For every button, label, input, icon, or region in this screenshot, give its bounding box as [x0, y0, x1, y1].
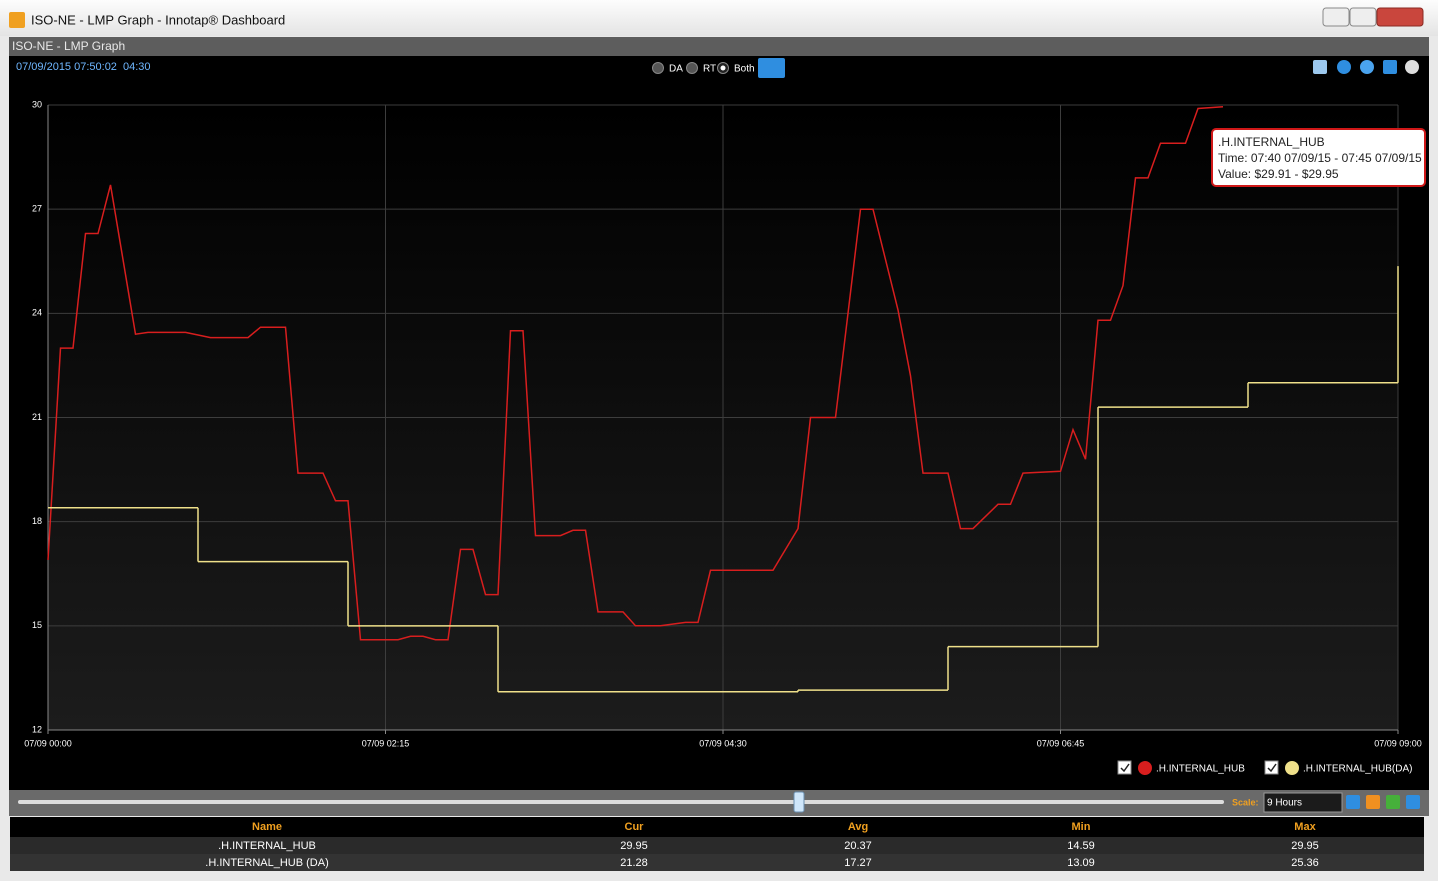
column-header: Max: [1294, 821, 1316, 833]
table-cell: 25.36: [1291, 857, 1319, 869]
icon[interactable]: [1405, 60, 1419, 74]
x-tick-label: 07/09 06:45: [1037, 738, 1085, 748]
y-tick-label: 21: [32, 412, 42, 422]
title-bar: [0, 0, 1438, 36]
tooltip-value: Value: $29.91 - $29.95: [1218, 167, 1339, 181]
column-header: Min: [1072, 821, 1091, 833]
check-mark: [1267, 763, 1277, 773]
slider-track[interactable]: [18, 800, 1224, 804]
app-icon: [9, 12, 25, 28]
table-cell: .H.INTERNAL_HUB (DA): [205, 857, 328, 869]
series-line: [47, 105, 1224, 641]
radio-button[interactable]: [652, 62, 664, 74]
table-cell: 29.95: [620, 840, 648, 852]
table-row: [10, 837, 1424, 854]
radio-dot: [720, 65, 726, 71]
y-tick-label: 15: [32, 620, 42, 630]
icon[interactable]: [1406, 795, 1420, 809]
table-cell: 21.28: [620, 857, 648, 869]
column-header: Cur: [625, 821, 645, 833]
legend-swatch: [1138, 761, 1152, 775]
icon[interactable]: [1360, 60, 1374, 74]
check-mark: [1120, 763, 1130, 773]
y-tick-label: 12: [32, 724, 42, 734]
y-tick-label: 30: [32, 99, 42, 109]
top-icons: [1313, 60, 1419, 74]
icon[interactable]: [1346, 795, 1360, 809]
y-tick-label: 27: [32, 204, 42, 214]
radio-label: DA: [669, 64, 683, 75]
x-tick-label: 07/09 04:30: [699, 738, 747, 748]
table-row: [10, 854, 1424, 871]
legend-checkbox[interactable]: [1264, 760, 1279, 775]
table-cell: 17.27: [844, 857, 872, 869]
x-tick-label: 07/09 09:00: [1374, 738, 1422, 748]
x-tick-label: 07/09 02:15: [362, 738, 410, 748]
column-header: Avg: [848, 821, 868, 833]
table-cell: 13.09: [1067, 857, 1095, 869]
panel-title: ISO-NE - LMP Graph: [12, 39, 125, 53]
tooltip-title: .H.INTERNAL_HUB: [1218, 135, 1325, 149]
legend-checkbox[interactable]: [1117, 760, 1132, 775]
scale-select[interactable]: [1263, 792, 1343, 813]
icon[interactable]: [1337, 60, 1351, 74]
tooltip-time: Time: 07:40 07/09/15 - 07:45 07/09/15: [1218, 151, 1422, 165]
table-cell: 20.37: [844, 840, 872, 852]
legend-swatch: [1285, 761, 1299, 775]
timestamp: 07/09/2015 07:50:02: [16, 61, 117, 73]
x-tick-label: 07/09 00:00: [24, 738, 72, 748]
close-button[interactable]: [1376, 7, 1424, 27]
radio-label: Both: [734, 64, 755, 75]
legend-label: .H.INTERNAL_HUB: [1156, 764, 1245, 775]
elapsed: 04:30: [123, 61, 151, 73]
y-tick-label: 24: [32, 308, 42, 318]
maximize-button[interactable]: [1349, 7, 1377, 27]
y-tick-label: 18: [32, 516, 42, 526]
radio-label: RT: [703, 64, 716, 75]
table-header: [10, 817, 1424, 837]
radio-button[interactable]: [686, 62, 698, 74]
tooltip: [1211, 128, 1426, 187]
icon[interactable]: [1366, 795, 1380, 809]
icon[interactable]: [1383, 60, 1397, 74]
table-cell: 29.95: [1291, 840, 1319, 852]
window-title: ISO-NE - LMP Graph - Innotap® Dashboard: [31, 12, 285, 27]
icon[interactable]: [1386, 795, 1400, 809]
minimize-button[interactable]: [1322, 7, 1350, 27]
scale-value: 9 Hours: [1267, 798, 1302, 809]
slider-thumb[interactable]: [793, 791, 805, 813]
icon[interactable]: [1313, 60, 1327, 74]
table-cell: .H.INTERNAL_HUB: [218, 840, 316, 852]
legend-label: .H.INTERNAL_HUB(DA): [1303, 764, 1412, 775]
table-cell: 14.59: [1067, 840, 1095, 852]
list-button[interactable]: [758, 58, 785, 78]
scale-label: Scale:: [1232, 797, 1259, 807]
column-header: Name: [252, 821, 282, 833]
panel-header: [9, 37, 1429, 56]
